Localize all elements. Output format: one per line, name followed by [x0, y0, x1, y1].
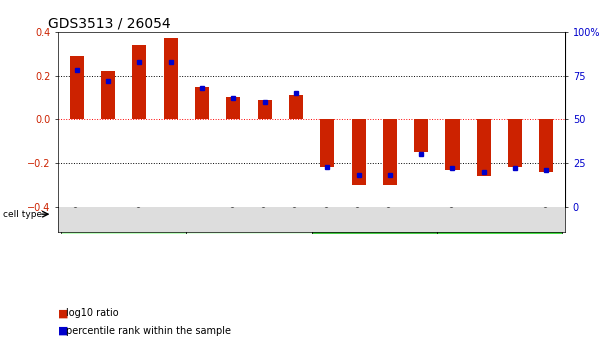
Text: embryoid bodies w/ beating
CMs: embryoid bodies w/ beating CMs: [181, 209, 317, 231]
Text: ■: ■: [58, 326, 72, 336]
Bar: [101, 71, 115, 119]
Text: GSM348015: GSM348015: [512, 164, 518, 206]
Text: GSM348010: GSM348010: [356, 164, 362, 206]
Text: GSM348011: GSM348011: [387, 164, 393, 206]
Bar: [445, 119, 459, 170]
Text: CMs from fetal hearts: CMs from fetal hearts: [447, 215, 552, 225]
Bar: [133, 45, 147, 119]
Bar: [61, 207, 186, 234]
Bar: [312, 207, 437, 234]
Bar: [351, 119, 365, 185]
Text: GSM348002: GSM348002: [105, 164, 111, 206]
Text: GSM348007: GSM348007: [262, 164, 268, 206]
Text: GSM348005: GSM348005: [199, 164, 205, 206]
Text: GSM348008: GSM348008: [293, 164, 299, 206]
Bar: [70, 56, 84, 119]
Text: CMs from ESCs: CMs from ESCs: [338, 215, 411, 225]
Bar: [226, 97, 240, 119]
Bar: [258, 99, 272, 119]
Bar: [508, 119, 522, 167]
Text: GSM348016: GSM348016: [543, 164, 549, 206]
Text: percentile rank within the sample: percentile rank within the sample: [66, 326, 231, 336]
Text: GSM348003: GSM348003: [136, 164, 142, 206]
Text: ■: ■: [58, 308, 72, 318]
Text: GSM348004: GSM348004: [168, 164, 174, 206]
Text: log10 ratio: log10 ratio: [66, 308, 119, 318]
Bar: [437, 207, 562, 234]
Bar: [383, 119, 397, 185]
Text: GSM348014: GSM348014: [481, 164, 487, 206]
Bar: [164, 39, 178, 119]
Bar: [540, 119, 554, 172]
Bar: [289, 95, 303, 119]
Bar: [477, 119, 491, 176]
Bar: [186, 207, 312, 234]
Bar: [195, 86, 209, 119]
Bar: [320, 119, 334, 167]
Text: GSM348001: GSM348001: [74, 164, 80, 206]
Text: GSM348009: GSM348009: [324, 164, 331, 206]
Text: GSM348013: GSM348013: [450, 164, 455, 206]
Bar: [414, 119, 428, 152]
Text: GSM348006: GSM348006: [230, 164, 236, 206]
Text: cell type: cell type: [3, 210, 42, 219]
Text: ESCs: ESCs: [112, 215, 136, 225]
Text: GDS3513 / 26054: GDS3513 / 26054: [48, 17, 170, 31]
Text: GSM348012: GSM348012: [418, 164, 424, 206]
